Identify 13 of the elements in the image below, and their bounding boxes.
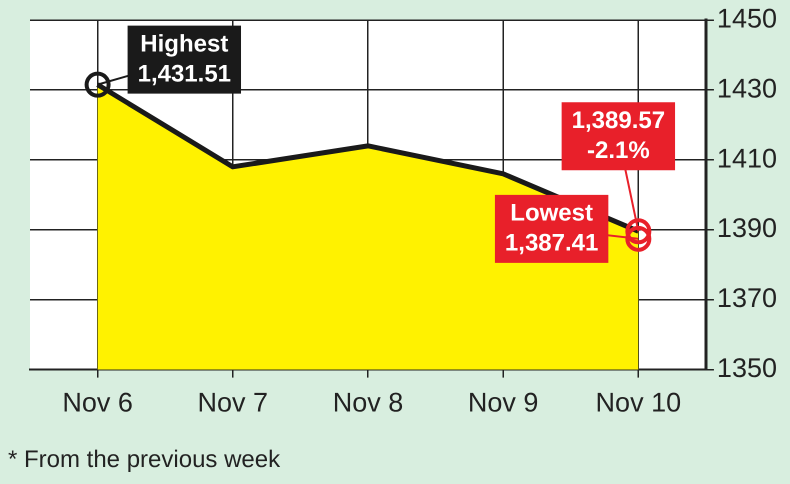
x-tick-label: Nov 7 <box>198 387 268 418</box>
annotation: 1,389.57 -2.1% <box>572 106 666 164</box>
y-tick-label: 1370 <box>716 283 778 314</box>
y-tick-label: 1390 <box>716 213 778 244</box>
y-tick-label: 1450 <box>716 3 778 34</box>
x-tick-label: Nov 8 <box>332 387 404 418</box>
text: * From the previous week <box>8 446 280 474</box>
x-tick-label: Nov 9 <box>468 387 538 418</box>
x-tick-label: Nov 10 <box>596 387 682 418</box>
y-tick-label: 1430 <box>716 73 778 104</box>
y-tick-label: 1350 <box>716 353 778 384</box>
y-tick-label: 1410 <box>716 143 778 174</box>
x-tick-label: Nov 6 <box>62 387 133 418</box>
